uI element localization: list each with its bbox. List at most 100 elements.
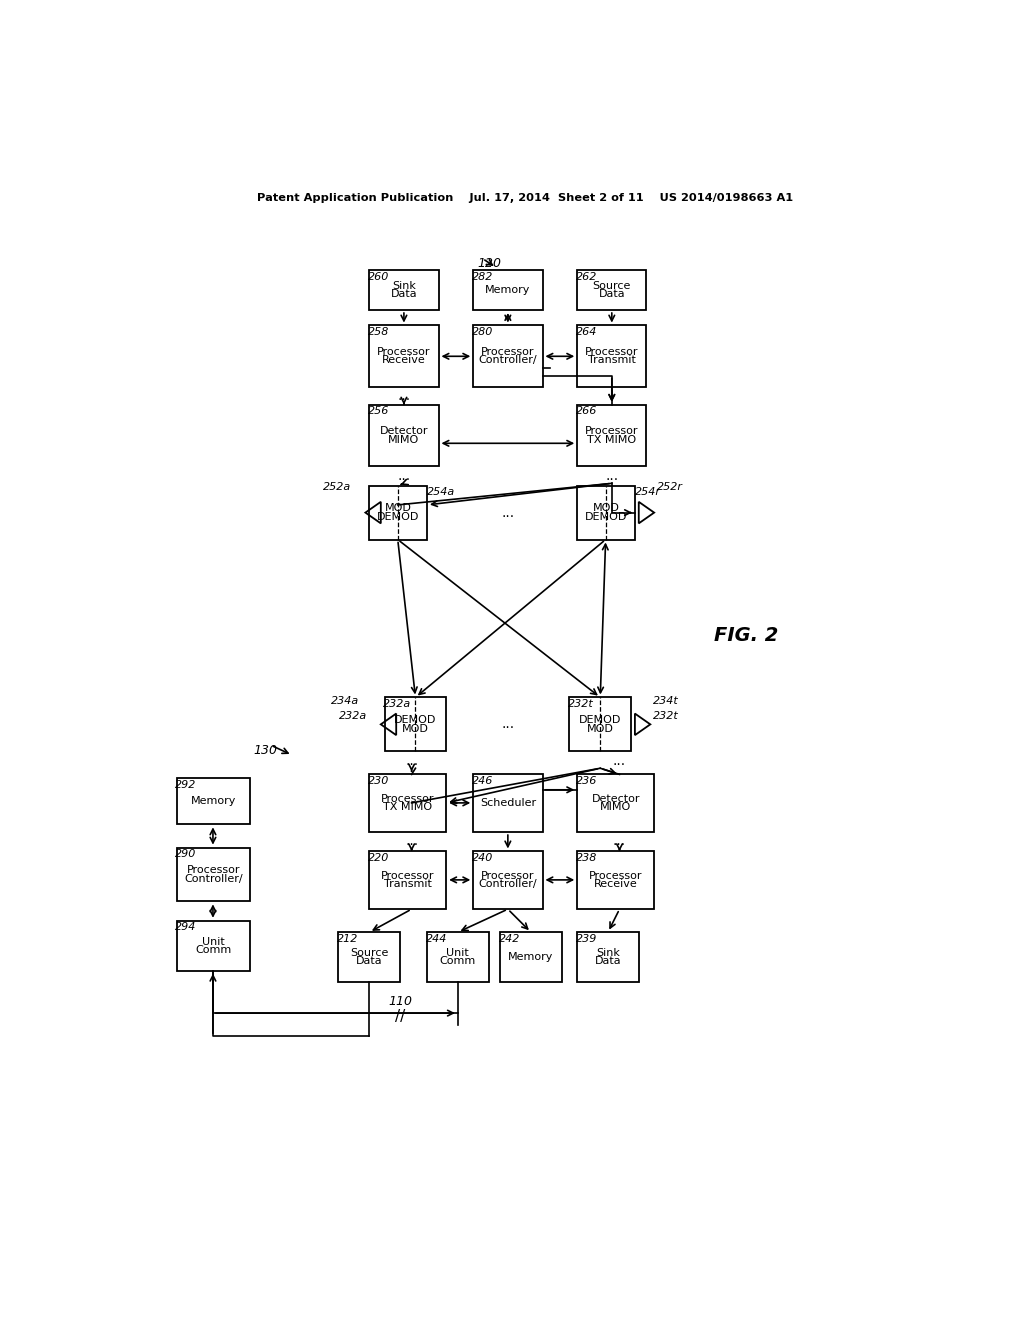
Text: Controller/: Controller/ xyxy=(478,879,538,890)
Text: Sink: Sink xyxy=(596,948,620,958)
Text: Unit: Unit xyxy=(446,948,469,958)
Text: MOD: MOD xyxy=(385,503,412,513)
Text: Processor: Processor xyxy=(481,871,535,882)
Text: 234a: 234a xyxy=(331,696,359,706)
Text: ...: ... xyxy=(613,754,626,767)
Text: Unit: Unit xyxy=(202,937,224,946)
Text: Data: Data xyxy=(595,957,622,966)
Text: 110: 110 xyxy=(388,995,412,1008)
Text: 252a: 252a xyxy=(323,482,351,492)
Text: DEMOD: DEMOD xyxy=(377,512,419,521)
Text: 244: 244 xyxy=(425,933,446,944)
Text: //: // xyxy=(395,1010,406,1024)
Text: Processor: Processor xyxy=(377,347,431,358)
Text: Source: Source xyxy=(350,948,388,958)
Text: Processor: Processor xyxy=(585,347,639,358)
Text: Data: Data xyxy=(356,957,383,966)
Text: 232a: 232a xyxy=(383,700,412,709)
Text: Comm: Comm xyxy=(196,945,231,954)
Bar xyxy=(370,486,427,540)
Bar xyxy=(177,921,250,970)
Text: 252r: 252r xyxy=(656,482,682,492)
Bar xyxy=(385,697,446,751)
Text: Receive: Receive xyxy=(382,355,426,366)
Text: 292: 292 xyxy=(175,780,197,789)
Text: 290: 290 xyxy=(175,849,197,859)
Text: Data: Data xyxy=(390,289,417,300)
Text: 236: 236 xyxy=(575,776,597,785)
Bar xyxy=(473,271,543,310)
Text: Memory: Memory xyxy=(508,952,554,962)
Text: MOD: MOD xyxy=(402,723,429,734)
Text: Controller/: Controller/ xyxy=(184,874,243,883)
Text: 266: 266 xyxy=(575,407,597,416)
Text: TX MIMO: TX MIMO xyxy=(383,803,432,812)
Text: 264: 264 xyxy=(575,327,597,337)
Text: 242: 242 xyxy=(499,933,520,944)
Text: 232t: 232t xyxy=(568,700,594,709)
Bar xyxy=(370,271,438,310)
Text: 234t: 234t xyxy=(652,696,678,706)
Text: DEMOD: DEMOD xyxy=(394,715,436,725)
Bar xyxy=(177,779,250,825)
Bar xyxy=(578,486,635,540)
Text: Detector: Detector xyxy=(380,426,428,437)
Text: Processor: Processor xyxy=(589,871,642,882)
Text: MIMO: MIMO xyxy=(388,434,420,445)
Text: 239: 239 xyxy=(575,933,597,944)
Bar xyxy=(569,697,631,751)
Bar xyxy=(578,851,654,909)
Text: Processor: Processor xyxy=(186,866,240,875)
Text: ...: ... xyxy=(406,754,418,767)
Text: 232a: 232a xyxy=(339,711,367,721)
Text: 254a: 254a xyxy=(427,487,456,498)
Text: 232t: 232t xyxy=(652,711,678,721)
Bar xyxy=(578,932,639,982)
Bar xyxy=(370,405,438,466)
Text: FIG. 2: FIG. 2 xyxy=(715,626,778,645)
Bar xyxy=(427,932,488,982)
Text: MIMO: MIMO xyxy=(600,803,631,812)
Text: ...: ... xyxy=(397,389,411,404)
Bar xyxy=(473,851,543,909)
Text: DEMOD: DEMOD xyxy=(580,715,622,725)
Bar xyxy=(578,271,646,310)
Text: Controller/: Controller/ xyxy=(478,355,538,366)
Text: Memory: Memory xyxy=(190,796,236,807)
Text: 280: 280 xyxy=(472,327,493,337)
Text: 220: 220 xyxy=(368,853,389,863)
Text: MOD: MOD xyxy=(593,503,620,513)
Bar xyxy=(473,775,543,832)
Bar xyxy=(177,847,250,902)
Text: Sink: Sink xyxy=(392,281,416,290)
Bar xyxy=(473,326,543,387)
Text: Processor: Processor xyxy=(381,871,434,882)
Text: 246: 246 xyxy=(472,776,493,785)
Text: 254r: 254r xyxy=(635,487,660,498)
Text: Memory: Memory xyxy=(485,285,530,296)
Bar xyxy=(500,932,562,982)
Text: Detector: Detector xyxy=(592,795,640,804)
Text: Processor: Processor xyxy=(481,347,535,358)
Text: Processor: Processor xyxy=(585,426,639,437)
Text: 230: 230 xyxy=(368,776,389,785)
Text: Comm: Comm xyxy=(439,957,476,966)
Text: ...: ... xyxy=(502,506,514,520)
Text: Processor: Processor xyxy=(381,795,434,804)
Text: 130: 130 xyxy=(254,743,278,756)
Text: ...: ... xyxy=(406,834,418,849)
Text: 120: 120 xyxy=(477,257,501,271)
Bar xyxy=(370,775,446,832)
Text: Patent Application Publication    Jul. 17, 2014  Sheet 2 of 11    US 2014/019866: Patent Application Publication Jul. 17, … xyxy=(257,194,793,203)
Text: Transmit: Transmit xyxy=(588,355,636,366)
Bar xyxy=(578,405,646,466)
Text: ...: ... xyxy=(605,469,618,483)
Bar xyxy=(339,932,400,982)
Text: Source: Source xyxy=(593,281,631,290)
Text: 256: 256 xyxy=(368,407,389,416)
Bar xyxy=(578,775,654,832)
Text: 282: 282 xyxy=(472,272,493,281)
Text: 240: 240 xyxy=(472,853,493,863)
Text: Data: Data xyxy=(598,289,625,300)
Text: ...: ... xyxy=(502,717,514,731)
